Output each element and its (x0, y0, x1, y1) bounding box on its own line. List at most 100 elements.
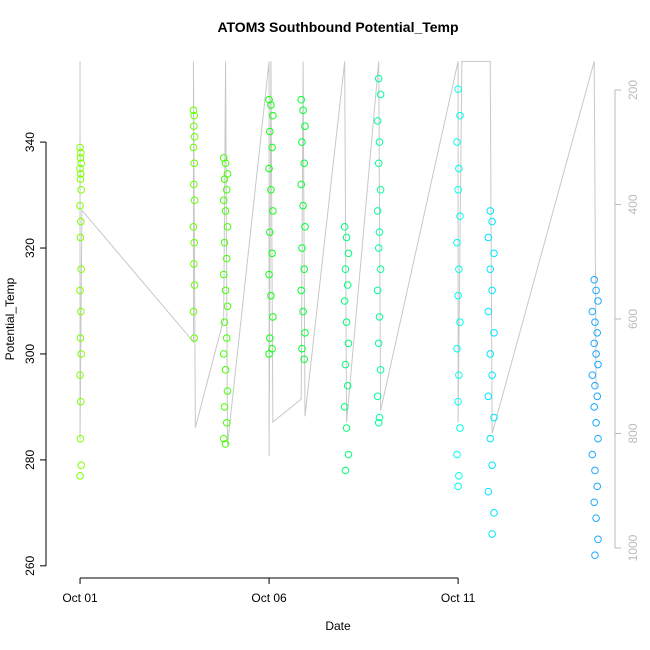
data-point (221, 440, 230, 448)
data-point (76, 286, 84, 295)
data-point (591, 551, 599, 560)
data-point (269, 111, 277, 120)
data-point (455, 371, 463, 379)
data-point (484, 487, 493, 496)
data-point (76, 148, 85, 157)
data-point (488, 286, 496, 295)
data-point (190, 281, 199, 289)
data-point (486, 350, 495, 358)
data-point (341, 265, 350, 274)
data-point (486, 265, 495, 274)
data-point (340, 297, 349, 305)
data-point (374, 74, 383, 83)
data-point (300, 355, 309, 364)
data-point (454, 397, 462, 406)
data-point (300, 265, 309, 274)
data-point (222, 334, 231, 342)
data-point (453, 238, 461, 247)
data-point (488, 461, 496, 469)
data-point (340, 223, 349, 231)
data-point (190, 196, 199, 205)
data-point (265, 164, 273, 173)
data-point (76, 201, 84, 210)
data-point (374, 159, 383, 168)
data-point (341, 466, 350, 475)
data-point (374, 244, 383, 252)
data-point (488, 530, 496, 538)
data-point (486, 207, 495, 215)
data-point (453, 344, 461, 353)
data-point (594, 360, 602, 369)
data-point (588, 371, 597, 379)
data-point (77, 350, 85, 358)
data-point (221, 207, 230, 215)
data-point (344, 339, 353, 348)
data-point (189, 143, 198, 152)
data-point (76, 434, 85, 443)
data-point (190, 122, 198, 131)
data-point (375, 313, 384, 321)
data-point (76, 154, 85, 162)
data-point (219, 350, 228, 358)
data-point (592, 286, 600, 295)
data-point (222, 254, 231, 263)
data-point (297, 180, 306, 189)
data-point (76, 334, 85, 342)
data-point (484, 307, 493, 316)
data-point (220, 318, 229, 326)
data-point (375, 413, 384, 422)
data-point (223, 302, 232, 311)
data-point (301, 328, 309, 337)
data-point (456, 318, 464, 326)
data-point (376, 366, 385, 374)
data-point (490, 413, 498, 422)
data-point (76, 217, 85, 226)
data-point (344, 249, 353, 258)
data-point (593, 392, 602, 401)
data-point (266, 228, 274, 236)
data-point (342, 424, 351, 432)
data-point (76, 170, 85, 178)
data-point (268, 249, 276, 258)
data-point (77, 185, 85, 194)
data-point (374, 419, 383, 427)
data-point (269, 207, 277, 215)
data-point (593, 482, 602, 491)
x-tick-label: Oct 01 (62, 591, 98, 605)
data-point (343, 381, 352, 390)
data-point (77, 461, 85, 469)
data-point (376, 265, 385, 274)
data-point (344, 450, 353, 459)
pressure-line (79, 60, 597, 457)
data-point (266, 127, 274, 136)
data-point (486, 434, 495, 443)
data-point (455, 164, 463, 173)
data-point (590, 403, 599, 411)
data-point (454, 482, 462, 491)
data-point (490, 509, 498, 517)
data-point (190, 238, 199, 247)
data-point (374, 339, 383, 348)
data-point (299, 201, 307, 210)
data-point (223, 387, 232, 395)
data-point (342, 233, 351, 242)
data-point (300, 159, 309, 168)
data-point (219, 270, 228, 279)
data-point (455, 471, 463, 480)
data-point (593, 328, 602, 337)
data-point (594, 434, 602, 443)
data-point (299, 106, 307, 115)
data-point (454, 185, 462, 194)
data-point (592, 514, 600, 522)
data-point (454, 291, 462, 300)
y2-tick-label: 1000 (626, 534, 640, 561)
data-point (76, 233, 85, 242)
x-axis-label: Date (325, 619, 351, 633)
data-point (76, 143, 84, 152)
data-point (590, 498, 599, 507)
data-point (76, 175, 85, 183)
data-point (189, 307, 198, 316)
data-point (590, 276, 599, 284)
data-point (456, 212, 464, 221)
